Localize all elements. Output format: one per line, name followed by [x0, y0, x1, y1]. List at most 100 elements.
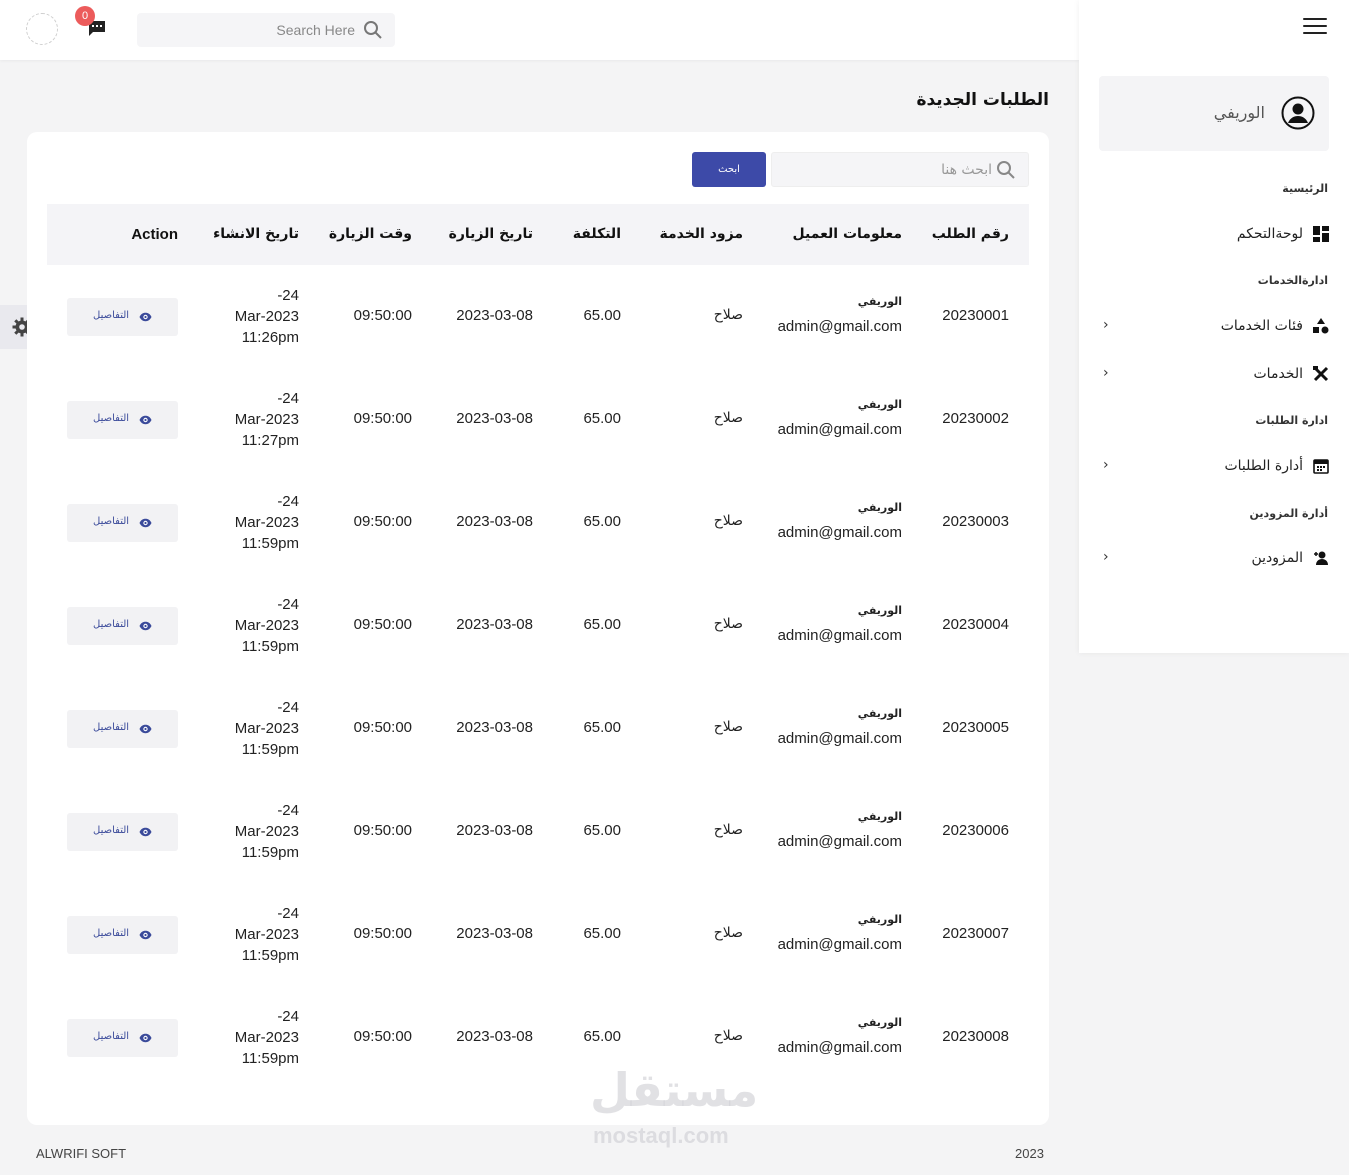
visit-time: 09:50:00: [353, 513, 412, 530]
table-row: 20230005 الوريفي admin@gmail.com صلاح 65.00 2…: [47, 677, 1029, 780]
details-button[interactable]: التفاصيل: [67, 710, 178, 748]
section-title-orders: ادارة الطلبات: [1255, 414, 1328, 427]
created-at-line: 11:59pm: [241, 844, 299, 861]
created-at-line: Mar-2023: [234, 926, 299, 943]
details-button[interactable]: التفاصيل: [67, 916, 178, 954]
message-icon[interactable]: [87, 18, 107, 38]
created-at-line: -24: [277, 390, 299, 407]
order-number: 20230006: [942, 822, 1009, 839]
created-at: -24 Mar-2023 11:59pm: [235, 594, 299, 657]
order-number: 20230003: [942, 513, 1009, 530]
order-cost: 65.00: [583, 719, 621, 736]
tools-icon: [1313, 366, 1329, 382]
sidebar-item-dashboard[interactable]: لوحةالتحكم: [1099, 224, 1329, 248]
created-at: -24 Mar-2023 11:59pm: [235, 800, 299, 863]
chevron-icon: ›: [1103, 365, 1109, 381]
service-provider: صلاح: [713, 616, 743, 632]
sidebar-item-service-categories[interactable]: فئات الخدمات ›: [1099, 316, 1329, 340]
details-button[interactable]: التفاصيل: [67, 813, 178, 851]
column-header-cost: التكلفة: [572, 226, 621, 242]
client-name: الوريفي: [857, 295, 902, 308]
user-plus-icon: [1314, 551, 1328, 565]
table-row: 20230004 الوريفي admin@gmail.com صلاح 65.00 2…: [47, 574, 1029, 677]
visit-time: 09:50:00: [353, 410, 412, 427]
section-title-providers: أدارة المزودين: [1249, 507, 1328, 520]
user-avatar[interactable]: [26, 13, 58, 45]
table-row: 20230003 الوريفي admin@gmail.com صلاح 65.00 2…: [47, 471, 1029, 574]
created-at-line: Mar-2023: [234, 1029, 299, 1046]
table-header: رقم الطلب معلومات العميل مزود الخدمة الت…: [47, 204, 1029, 265]
table-row: 20230001 الوريفي admin@gmail.com صلاح 65.00 2…: [47, 265, 1029, 368]
page-title: الطلبات الجديدة: [916, 90, 1049, 110]
created-at-line: 11:26pm: [241, 329, 299, 346]
visit-time: 09:50:00: [353, 1028, 412, 1045]
sidebar: الوريفي الرئيسية لوحةالتحكم ادارةالخدمات…: [1079, 0, 1349, 653]
header-search-input[interactable]: [137, 13, 357, 47]
created-at-line: 11:59pm: [241, 1050, 299, 1067]
visit-date: 2023-03-08: [456, 822, 533, 839]
created-at-line: -24: [277, 905, 299, 922]
table-row: 20230002 الوريفي admin@gmail.com صلاح 65.00 2…: [47, 368, 1029, 471]
visit-time: 09:50:00: [353, 616, 412, 633]
details-label: التفاصيل: [93, 928, 130, 939]
details-button[interactable]: التفاصيل: [67, 504, 178, 542]
order-number: 20230001: [942, 307, 1009, 324]
gear-icon: [12, 317, 32, 337]
user-circle-icon: [1281, 96, 1315, 130]
visit-date: 2023-03-08: [456, 1028, 533, 1045]
order-number: 20230007: [942, 925, 1009, 942]
created-at-line: Mar-2023: [234, 617, 299, 634]
created-at: -24 Mar-2023 11:59pm: [235, 697, 299, 760]
eye-icon: [139, 930, 152, 940]
created-at-line: -24: [277, 596, 299, 613]
details-button[interactable]: التفاصيل: [67, 607, 178, 645]
table-row: 20230006 الوريفي admin@gmail.com صلاح 65.00 2…: [47, 780, 1029, 883]
client-email: admin@gmail.com: [777, 627, 902, 644]
sidebar-item-label: فئات الخدمات: [1220, 318, 1303, 334]
created-at: -24 Mar-2023 11:59pm: [235, 491, 299, 554]
details-button[interactable]: التفاصيل: [67, 401, 178, 439]
column-header-created-at: تاريخ الانشاء: [213, 226, 299, 242]
table-search-input[interactable]: [772, 153, 992, 186]
sidebar-item-providers[interactable]: المزودين ›: [1099, 548, 1329, 572]
client-name: الوريفي: [857, 398, 902, 411]
visit-date: 2023-03-08: [456, 616, 533, 633]
order-number: 20230002: [942, 410, 1009, 427]
created-at: -24 Mar-2023 11:59pm: [235, 903, 299, 966]
order-cost: 65.00: [583, 822, 621, 839]
created-at-line: 11:59pm: [241, 947, 299, 964]
service-provider: صلاح: [713, 925, 743, 941]
sidebar-item-orders[interactable]: أدارة الطلبات ›: [1099, 456, 1329, 480]
client-email: admin@gmail.com: [777, 524, 902, 541]
sidebar-item-label: الخدمات: [1253, 366, 1304, 382]
search-icon[interactable]: [363, 20, 383, 40]
created-at-line: 11:59pm: [241, 638, 299, 655]
order-cost: 65.00: [583, 410, 621, 427]
visit-time: 09:50:00: [353, 925, 412, 942]
section-title-home: الرئيسية: [1282, 182, 1328, 195]
profile-card[interactable]: الوريفي: [1099, 76, 1329, 151]
client-email: admin@gmail.com: [777, 833, 902, 850]
search-button[interactable]: ابحث: [692, 152, 766, 187]
details-button[interactable]: التفاصيل: [67, 298, 178, 336]
details-label: التفاصيل: [93, 310, 130, 321]
sidebar-item-services[interactable]: الخدمات ›: [1099, 364, 1329, 388]
created-at: -24 Mar-2023 11:26pm: [235, 285, 299, 348]
notification-badge: 0: [75, 6, 95, 26]
chevron-icon: ›: [1103, 317, 1109, 333]
details-button[interactable]: التفاصيل: [67, 1019, 178, 1057]
created-at-line: Mar-2023: [234, 720, 299, 737]
details-label: التفاصيل: [93, 1031, 130, 1042]
order-number: 20230004: [942, 616, 1009, 633]
order-cost: 65.00: [583, 925, 621, 942]
client-email: admin@gmail.com: [777, 318, 902, 335]
created-at-line: 11:27pm: [241, 432, 299, 449]
order-number: 20230005: [942, 719, 1009, 736]
sidebar-item-label: أدارة الطلبات: [1224, 458, 1303, 474]
visit-date: 2023-03-08: [456, 719, 533, 736]
service-provider: صلاح: [713, 513, 743, 529]
details-label: التفاصيل: [93, 413, 130, 424]
menu-toggle-icon[interactable]: [1303, 18, 1327, 38]
client-email: admin@gmail.com: [777, 421, 902, 438]
visit-time: 09:50:00: [353, 719, 412, 736]
